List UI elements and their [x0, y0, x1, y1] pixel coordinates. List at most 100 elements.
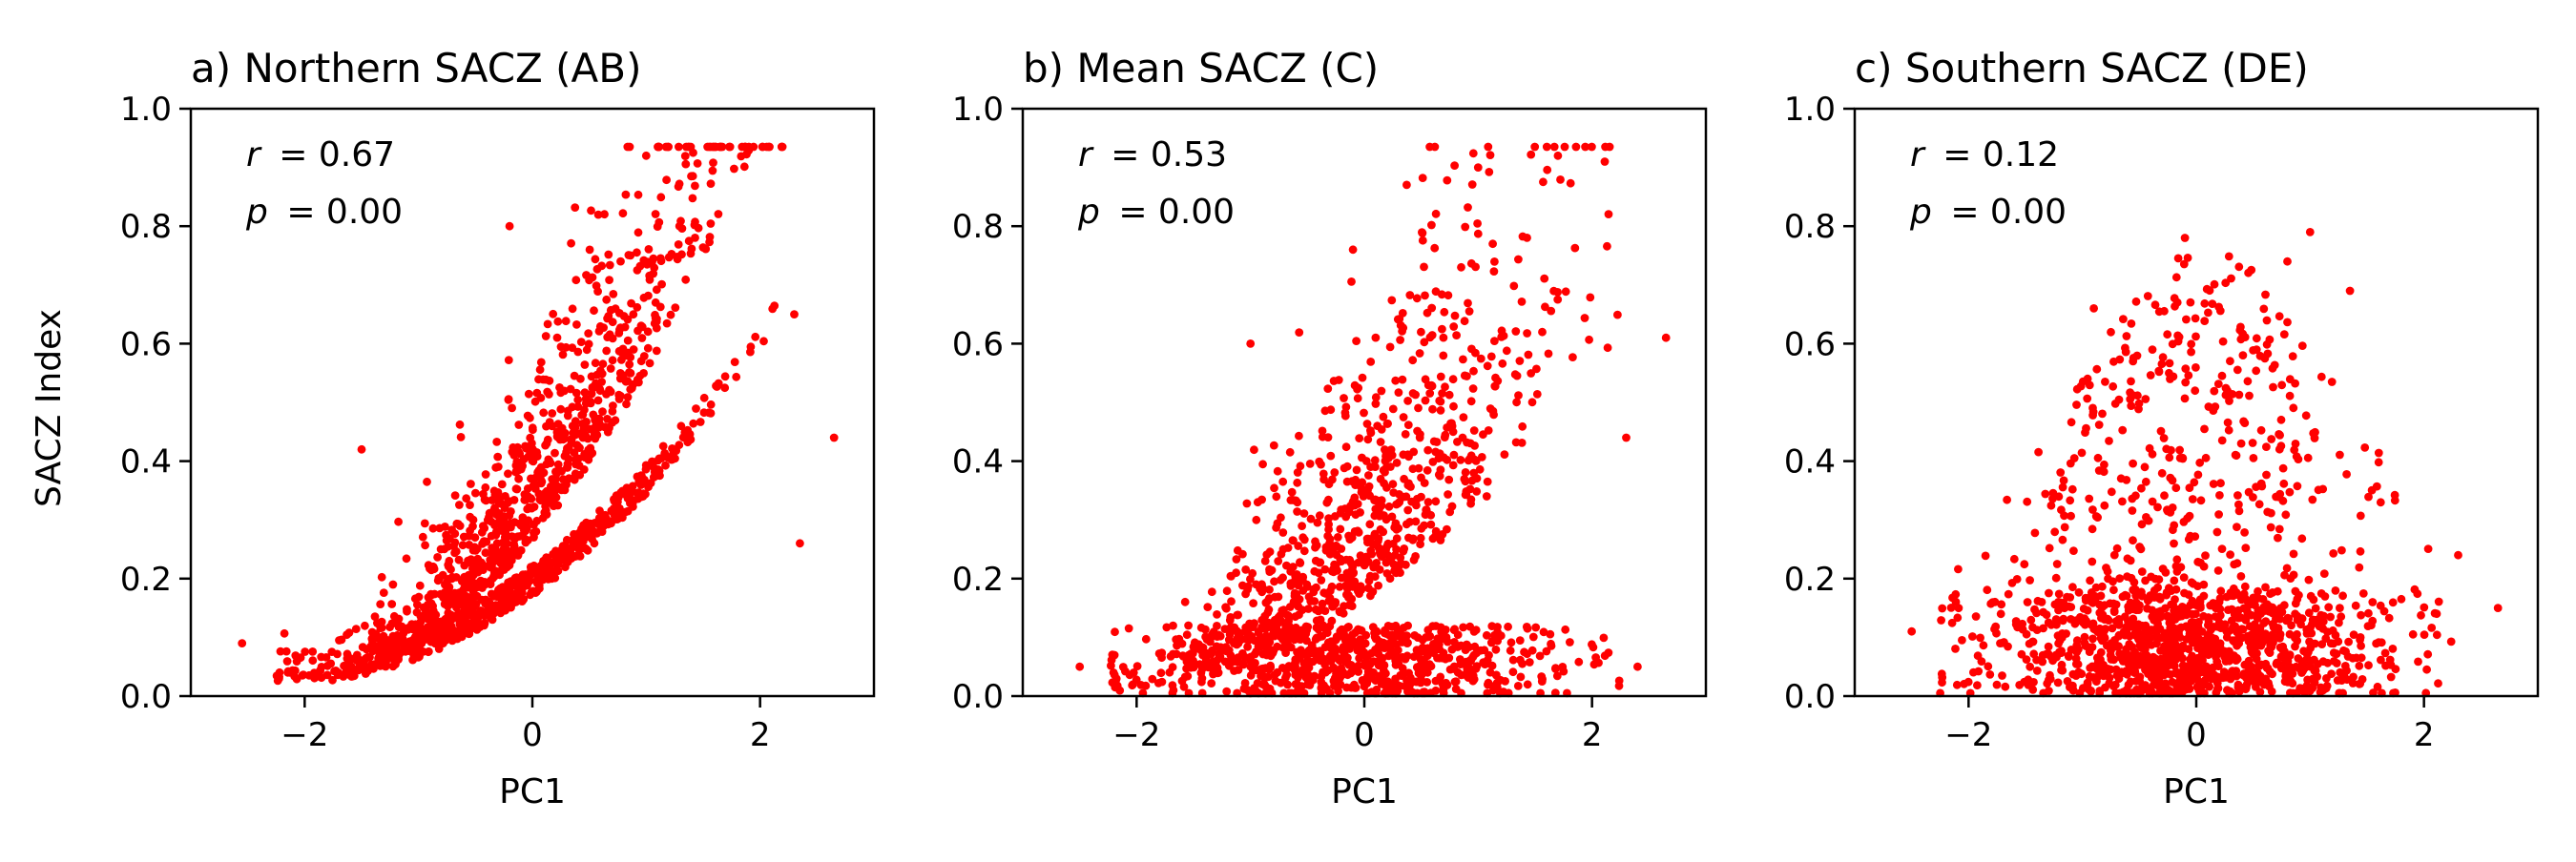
data-point: [1971, 612, 1981, 621]
data-point: [1353, 384, 1361, 394]
data-point: [1444, 490, 1452, 499]
data-point: [1402, 492, 1411, 502]
data-point: [2242, 683, 2251, 692]
data-point: [2356, 511, 2365, 521]
data-point: [455, 420, 465, 429]
data-point: [2446, 637, 2456, 646]
data-point: [2158, 353, 2168, 362]
data-point: [1304, 592, 1314, 602]
data-point: [1107, 661, 1115, 670]
data-point: [1342, 462, 1352, 471]
data-point: [2148, 605, 2157, 615]
data-point: [1393, 523, 1402, 532]
data-point: [1257, 615, 1267, 625]
data-point: [1467, 476, 1477, 485]
data-point: [2192, 609, 2200, 619]
data-point: [283, 667, 293, 676]
data-point: [2150, 574, 2160, 584]
data-point: [402, 554, 411, 564]
data-point: [1622, 433, 1631, 442]
data-point: [1541, 302, 1549, 312]
data-point: [2216, 624, 2226, 632]
data-point: [2193, 582, 2202, 590]
data-point: [590, 539, 599, 548]
data-point: [481, 470, 490, 479]
data-point: [2357, 610, 2366, 620]
data-point: [1470, 642, 1480, 651]
data-point: [1270, 670, 1279, 680]
data-point: [2376, 498, 2385, 507]
data-point: [2179, 259, 2189, 269]
data-point: [2114, 630, 2124, 640]
data-point: [1543, 165, 1552, 174]
data-point: [2045, 544, 2054, 553]
data-point: [1278, 606, 1287, 615]
data-point: [1207, 587, 1216, 597]
data-point: [1589, 643, 1598, 652]
data-point: [608, 507, 617, 517]
data-point: [2057, 646, 2067, 656]
data-point: [1523, 680, 1532, 689]
data-point: [1439, 351, 1448, 360]
data-point: [691, 181, 699, 191]
data-point: [2277, 607, 2287, 617]
data-point: [1389, 651, 1399, 661]
data-point: [2119, 315, 2128, 323]
data-point: [1381, 445, 1389, 454]
data-point: [1937, 669, 1946, 679]
data-point: [1264, 665, 1274, 674]
data-point: [2209, 480, 2218, 488]
data-point: [1472, 487, 1482, 496]
data-point: [744, 145, 754, 154]
data-point: [518, 462, 527, 470]
data-point: [492, 438, 502, 446]
data-point: [2204, 621, 2212, 629]
data-point: [2059, 614, 2068, 624]
data-point: [1312, 616, 1321, 626]
data-point: [598, 407, 607, 416]
data-point: [535, 365, 545, 375]
data-point: [2223, 418, 2233, 427]
data-point: [1370, 529, 1380, 539]
data-point: [424, 647, 433, 657]
data-point: [1469, 468, 1479, 478]
data-point: [2088, 557, 2097, 566]
data-point: [538, 494, 548, 503]
data-point: [2134, 404, 2143, 414]
data-point: [1284, 662, 1294, 670]
data-point: [1326, 451, 1336, 461]
data-point: [2281, 656, 2291, 666]
data-point: [2352, 653, 2361, 663]
data-point: [829, 433, 839, 442]
data-point: [2100, 460, 2109, 469]
data-point: [759, 337, 768, 346]
data-point: [2410, 585, 2420, 594]
data-point: [1265, 684, 1275, 693]
data-point: [2291, 642, 2299, 651]
data-point: [1180, 597, 1190, 606]
data-point: [1484, 426, 1493, 435]
data-point: [1162, 623, 1172, 632]
data-point: [1431, 209, 1441, 218]
data-point: [2279, 330, 2289, 339]
data-point: [339, 672, 348, 681]
data-point: [2432, 630, 2441, 640]
data-point: [344, 657, 354, 667]
data-point: [238, 639, 247, 647]
data-point: [2224, 252, 2233, 261]
data-point: [2339, 672, 2349, 681]
y-tick-label: 0.6: [1784, 325, 1836, 363]
data-point: [2067, 418, 2076, 427]
data-point: [2020, 560, 2029, 569]
data-point: [633, 302, 642, 312]
data-point: [2201, 551, 2210, 560]
data-point: [273, 676, 282, 686]
data-point: [662, 175, 671, 185]
data-point: [514, 421, 524, 429]
data-point: [2214, 598, 2224, 606]
data-point: [491, 545, 500, 554]
data-point: [1224, 646, 1234, 655]
data-point: [366, 660, 376, 669]
p-value: = 0.00: [1118, 193, 1235, 232]
data-point: [2434, 679, 2442, 688]
